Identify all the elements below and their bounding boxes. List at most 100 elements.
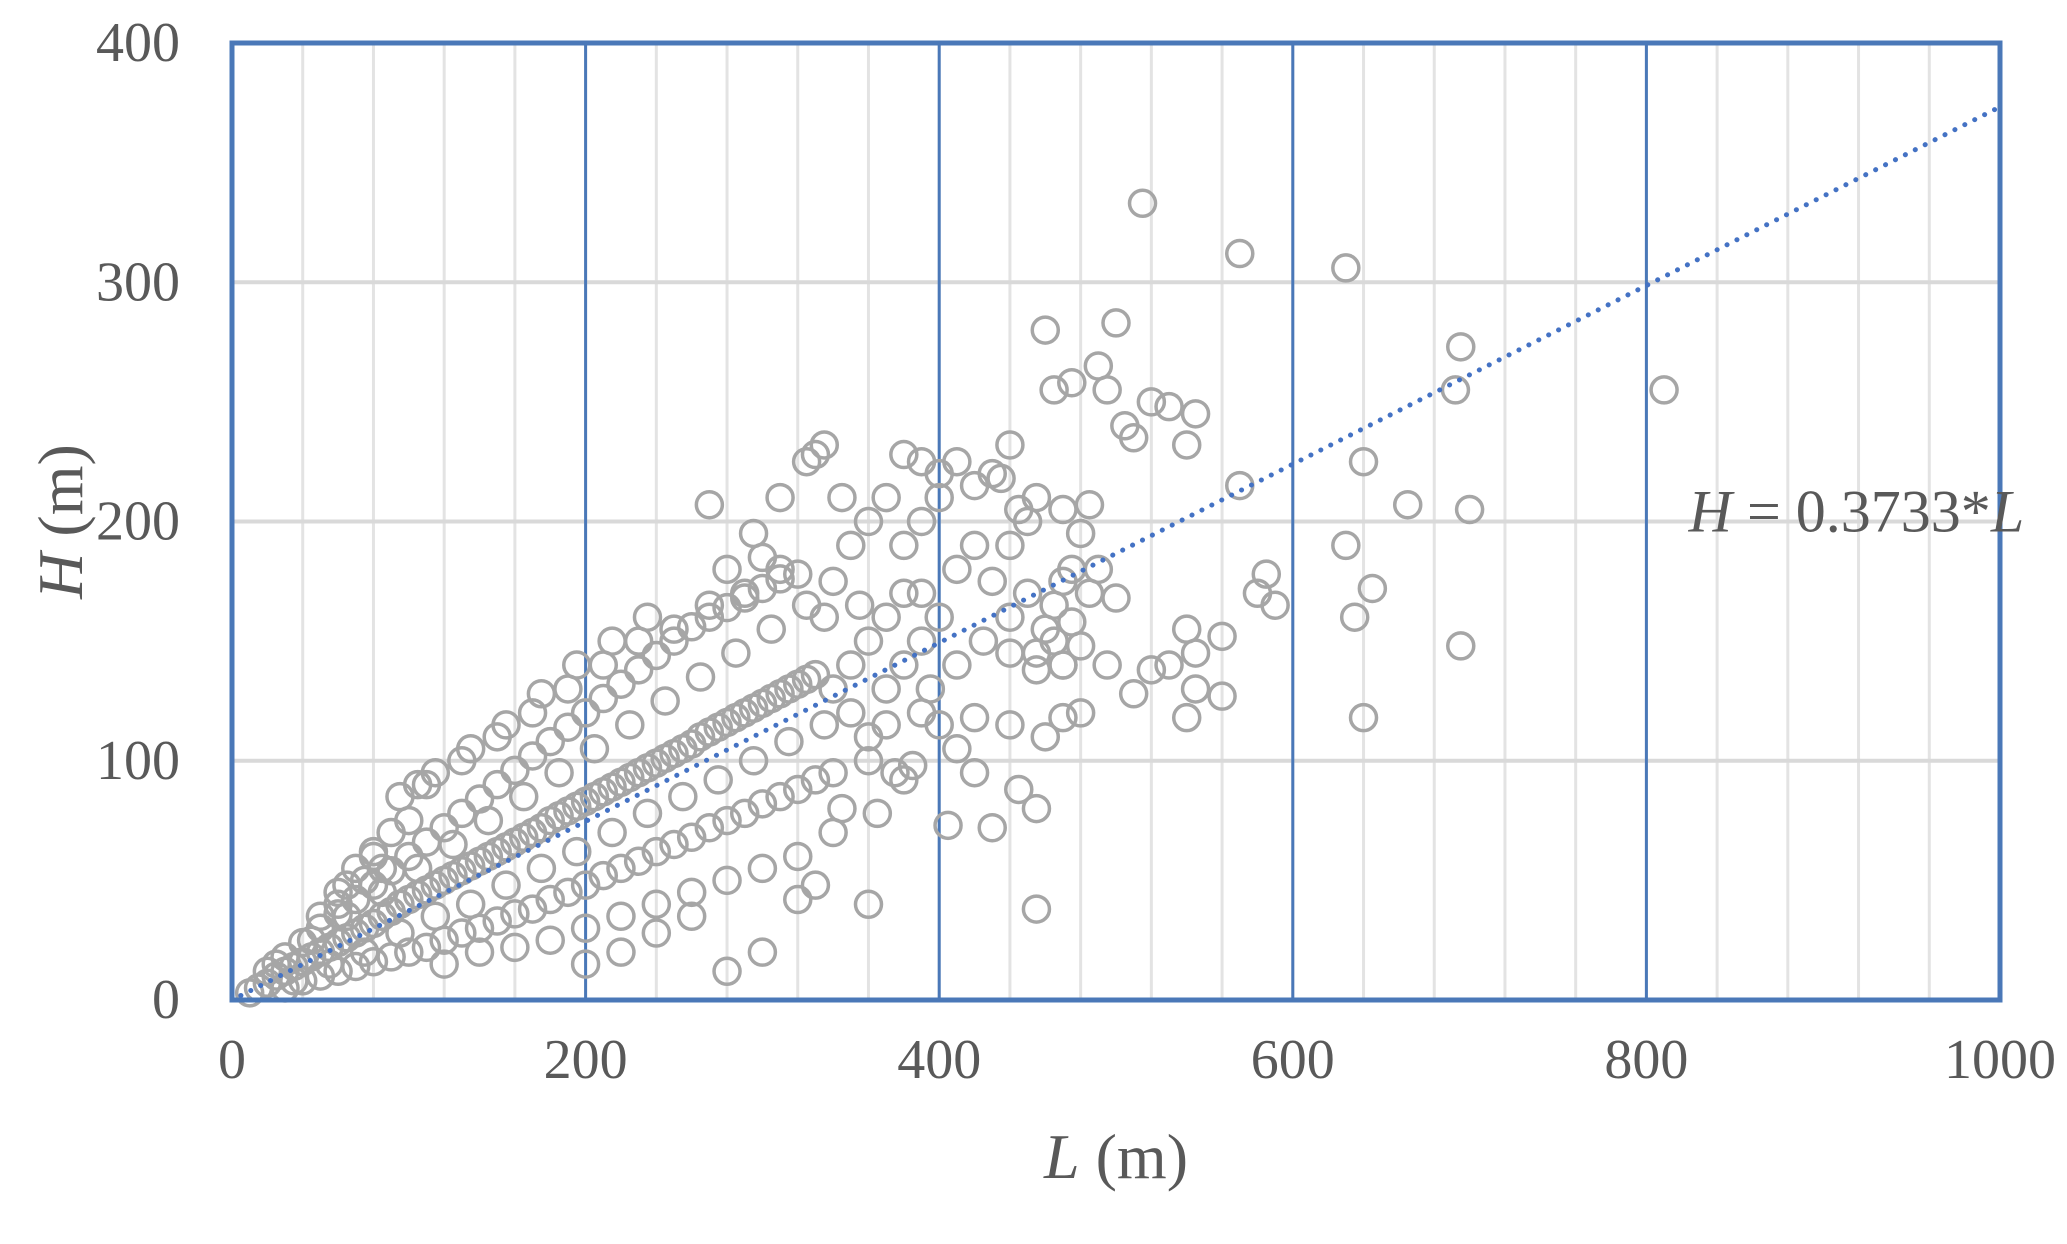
scatter-point <box>1339 602 1370 632</box>
equation-lhs-variable: H <box>1688 479 1736 545</box>
scatter-point <box>800 659 831 690</box>
x-tick-label: 400 <box>897 1029 981 1091</box>
scatter-point <box>570 913 601 943</box>
scatter-point <box>349 937 380 967</box>
scatter-point <box>1180 638 1211 668</box>
scatter-point <box>641 640 672 671</box>
scatter-point <box>1127 188 1158 219</box>
scatter-point <box>562 650 592 680</box>
scatter-point <box>694 490 725 520</box>
data-points <box>234 188 1679 1008</box>
scatter-point <box>323 889 353 920</box>
scatter-point <box>889 530 919 561</box>
scatter-point <box>1004 774 1034 805</box>
scatter-point <box>827 482 857 513</box>
scatter-point <box>942 446 972 477</box>
scatter-point <box>411 827 442 857</box>
scatter-point <box>1454 494 1485 525</box>
scatter-point <box>712 956 742 987</box>
scatter-point <box>1021 894 1052 924</box>
scatter-point <box>1048 650 1078 680</box>
scatter-point <box>694 602 725 632</box>
scatter-point <box>588 683 619 714</box>
scatter-point <box>1012 578 1043 609</box>
scatter-point <box>588 860 619 891</box>
scatter-point <box>1392 490 1423 520</box>
scatter-point <box>659 626 689 656</box>
x-tick-label: 200 <box>544 1029 628 1091</box>
scatter-point <box>358 946 389 977</box>
scatter-point <box>429 949 459 979</box>
scatter-point <box>394 937 424 967</box>
scatter-point <box>659 614 689 644</box>
scatter-point <box>491 710 521 740</box>
scatter-point <box>1348 702 1379 733</box>
scatter-point <box>500 899 530 929</box>
scatter-point <box>615 710 645 740</box>
scatter-point <box>482 906 512 936</box>
scatter-point <box>712 554 742 585</box>
scatter-point <box>729 798 760 829</box>
scatter-point <box>1065 518 1096 549</box>
y-tick-label: 0 <box>152 969 180 1031</box>
scatter-point <box>1057 367 1087 398</box>
scatter-point <box>1074 490 1105 520</box>
scatter-point <box>1154 391 1184 422</box>
scatter-point <box>1331 253 1361 283</box>
trendline-layer <box>238 104 2003 999</box>
scatter-point <box>924 482 954 513</box>
scatter-point <box>1180 399 1211 429</box>
trendline-equation: H = 0.3733*L <box>1688 479 2025 545</box>
scatter-point <box>535 925 565 955</box>
scatter-point <box>712 805 742 836</box>
scatter-point <box>871 674 901 704</box>
scatter-point <box>1012 506 1043 537</box>
scatter-point <box>783 774 813 805</box>
scatter-point <box>738 518 769 549</box>
plot-frame <box>229 40 2003 1003</box>
scatter-point <box>1251 559 1282 589</box>
scatter-point <box>517 741 548 771</box>
scatter-point <box>1207 681 1237 711</box>
y-axis-title-variable: H <box>25 549 96 600</box>
scatter-point <box>1446 631 1476 661</box>
scatter-point <box>570 870 601 900</box>
scatter-point <box>871 710 901 740</box>
scatter-point <box>447 798 477 829</box>
scatter-point <box>729 578 760 609</box>
scatter-point <box>942 734 972 764</box>
scatter-point <box>765 564 795 594</box>
scatter-point <box>915 674 946 704</box>
scatter-point <box>553 674 583 704</box>
scatter-point <box>747 789 778 819</box>
scatter-point <box>1083 351 1114 381</box>
scatter-point <box>995 530 1025 561</box>
scatter-point <box>818 817 848 848</box>
scatter-point <box>579 734 610 764</box>
scatter-point <box>1136 387 1167 417</box>
scatter-point <box>738 746 769 776</box>
scatter-point <box>986 463 1016 494</box>
scatter-point <box>1446 332 1476 362</box>
y-tick-label: 400 <box>96 12 180 74</box>
scatter-point <box>641 889 672 920</box>
scatter-point <box>623 655 654 685</box>
trendline <box>238 104 2003 999</box>
scatter-point <box>853 746 884 776</box>
x-tick-label: 800 <box>1604 1029 1688 1091</box>
scatter-point <box>535 884 565 915</box>
scatter-point <box>1260 590 1290 620</box>
scatter-point <box>1118 679 1149 709</box>
scatter-point <box>676 901 707 932</box>
scatter-point <box>252 956 283 987</box>
scatter-point <box>791 446 822 477</box>
scatter-point <box>517 894 548 924</box>
scatter-point <box>712 592 742 623</box>
scatter-point <box>809 710 840 740</box>
scatter-point <box>464 937 495 967</box>
scatter-point <box>694 812 725 843</box>
scatter-point <box>818 674 848 704</box>
scatter-point <box>694 590 725 620</box>
scatter-point <box>836 698 866 728</box>
scatter-point <box>676 877 707 908</box>
